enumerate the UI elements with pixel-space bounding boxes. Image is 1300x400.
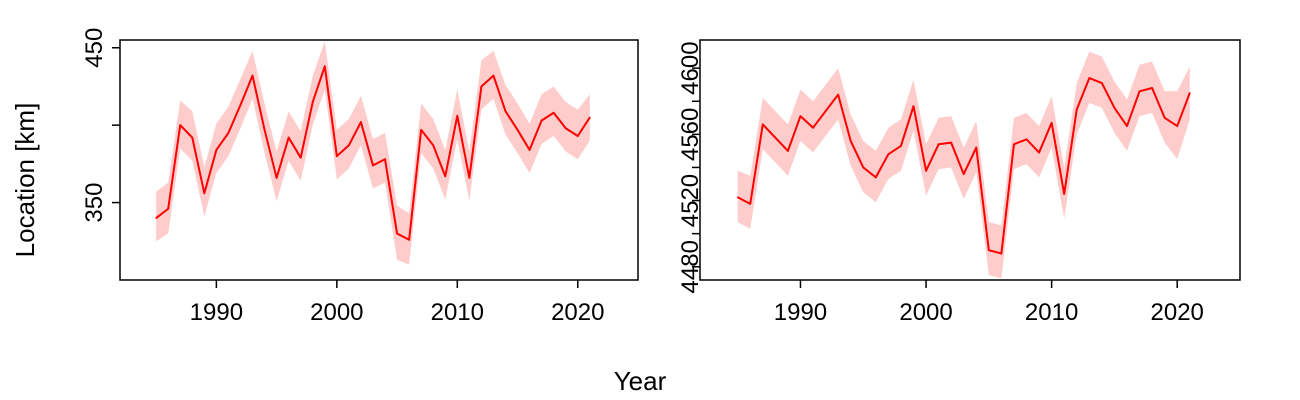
data-point-1987	[761, 123, 764, 126]
data-point-2005	[988, 249, 990, 252]
x-axis-title: Year	[614, 366, 667, 396]
y-tick-label-4520: 4520	[677, 174, 704, 227]
data-point-2007	[1013, 143, 1015, 146]
data-point-2017	[1138, 90, 1141, 93]
data-point-1990	[799, 115, 802, 117]
plot-frame	[119, 39, 639, 281]
x-tick-label-2020: 2020	[1151, 299, 1204, 326]
data-point-2014	[504, 110, 507, 113]
data-point-1989	[203, 192, 206, 195]
data-point-2000	[336, 155, 338, 157]
data-point-1996	[875, 176, 877, 179]
data-point-2008	[432, 144, 435, 147]
y-tick-label-450: 450	[81, 28, 108, 68]
data-point-1985	[155, 217, 157, 219]
data-point-2012	[480, 85, 483, 88]
data-point-2003	[372, 164, 374, 167]
data-point-2014	[1101, 82, 1103, 84]
data-point-1994	[263, 129, 266, 131]
data-point-1998	[311, 101, 314, 103]
data-point-2015	[1113, 107, 1116, 109]
data-point-2019	[564, 127, 567, 130]
data-point-2015	[516, 129, 519, 131]
x-tick-label-2010: 2010	[431, 299, 484, 326]
data-point-1988	[191, 136, 194, 139]
data-point-2009	[1038, 151, 1040, 154]
data-point-1992	[239, 104, 242, 106]
x-tick-label-2010: 2010	[1025, 299, 1078, 326]
data-point-1988	[774, 136, 777, 139]
data-point-2006	[1000, 252, 1003, 255]
data-point-2009	[444, 175, 447, 178]
right-chart-panel: 1990 2000 2010 2020 4480 4520 4560 4600	[677, 39, 1241, 326]
data-point-1993	[251, 74, 254, 77]
data-point-2017	[540, 119, 543, 122]
data-point-1991	[227, 132, 230, 134]
data-point-2002	[360, 121, 362, 123]
data-point-1995	[275, 177, 278, 179]
data-point-1996	[287, 136, 290, 139]
x-tick-label-1990: 1990	[190, 299, 243, 326]
data-point-2004	[975, 146, 978, 149]
data-point-2005	[396, 232, 398, 235]
data-point-1992	[824, 110, 827, 112]
data-point-1998	[900, 145, 902, 147]
x-tick-label-2000: 2000	[899, 299, 952, 326]
data-point-2016	[1126, 125, 1128, 127]
data-point-2019	[1163, 116, 1166, 119]
data-point-2020	[576, 135, 579, 137]
data-point-2000	[925, 169, 927, 172]
data-point-1995	[862, 166, 865, 169]
y-tick-label-4480: 4480	[677, 240, 704, 293]
data-point-1997	[887, 153, 890, 156]
data-point-2002	[950, 141, 952, 144]
data-point-2018	[1151, 87, 1153, 89]
data-point-1994	[849, 140, 852, 142]
data-point-1989	[787, 150, 789, 152]
data-point-2003	[962, 173, 965, 175]
data-point-1990	[215, 149, 218, 151]
left-chart-panel: 1990 2000 2010 2020 350 450	[81, 28, 639, 326]
data-point-2011	[1063, 193, 1065, 195]
data-point-2007	[420, 129, 422, 131]
x-tick-label-1990: 1990	[774, 299, 827, 326]
data-point-1999	[323, 65, 326, 68]
data-point-1986	[167, 207, 169, 210]
data-point-1991	[812, 126, 814, 129]
y-axis-title: Location [km]	[10, 103, 40, 258]
data-point-2001	[348, 144, 350, 147]
data-point-2004	[384, 158, 386, 161]
data-point-1986	[749, 203, 752, 205]
data-point-2012	[1075, 108, 1078, 111]
series-0-confidence-band	[156, 41, 590, 265]
data-point-1987	[179, 124, 182, 126]
data-point-2008	[1025, 138, 1028, 141]
plot-frame	[699, 39, 1241, 281]
data-point-2018	[552, 111, 555, 114]
data-point-2013	[1088, 77, 1091, 79]
data-point-2010	[1050, 121, 1053, 124]
x-tick-label-2000: 2000	[310, 299, 363, 326]
x-tick-label-2020: 2020	[551, 299, 604, 326]
series-0-confidence-band	[737, 51, 1190, 279]
data-point-1993	[837, 93, 839, 96]
data-point-2011	[468, 177, 471, 179]
y-tick-label-4600: 4600	[677, 41, 704, 94]
data-point-2006	[408, 238, 410, 241]
data-point-2021	[1188, 92, 1191, 94]
data-point-2021	[589, 116, 591, 119]
data-point-2013	[492, 74, 495, 77]
data-point-2016	[528, 149, 531, 151]
data-point-1985	[736, 196, 739, 199]
data-point-1997	[299, 156, 302, 159]
data-point-2001	[937, 143, 940, 146]
y-tick-label-350: 350	[81, 183, 108, 223]
data-point-1999	[912, 105, 915, 108]
data-point-2020	[1176, 125, 1179, 127]
data-point-2010	[456, 115, 459, 117]
y-tick-label-4560: 4560	[677, 108, 704, 161]
